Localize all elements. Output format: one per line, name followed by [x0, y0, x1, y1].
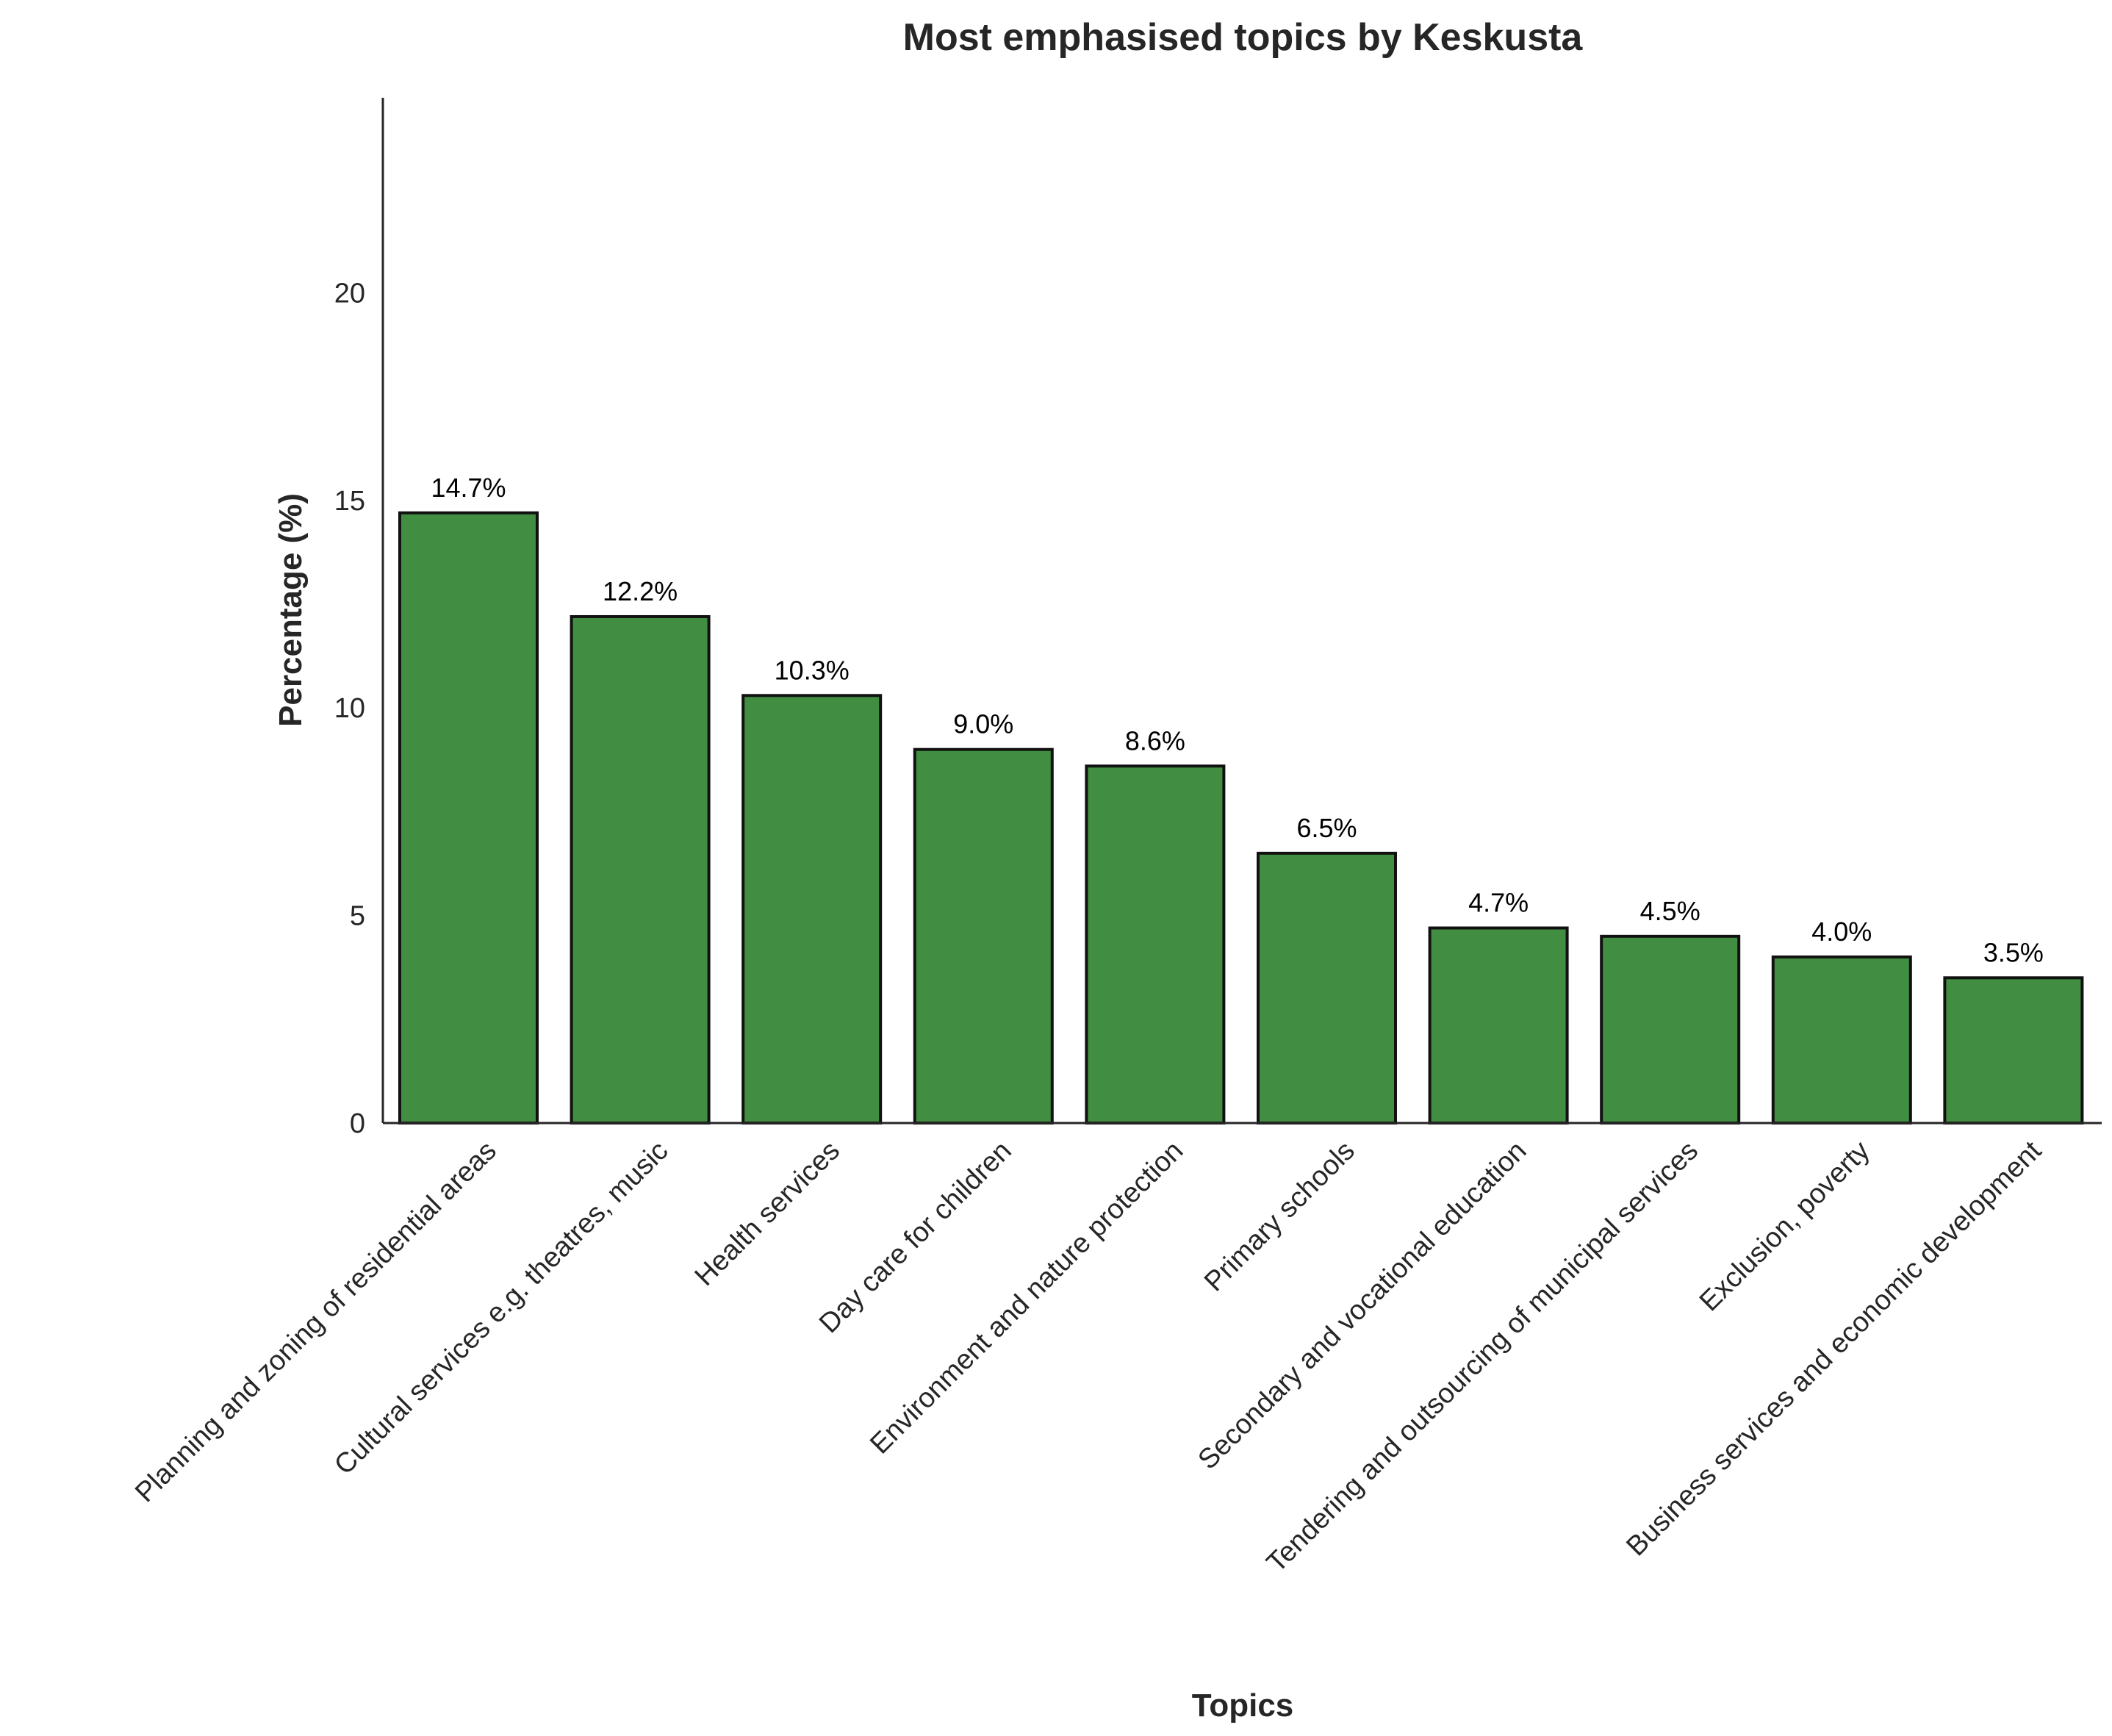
data-label-2: 12.2% [603, 576, 678, 606]
x-axis-ticks: Planning and zoning of residential areas… [129, 1135, 2047, 1579]
x-axis-label: Topics [1192, 1687, 1294, 1724]
data-label-3: 10.3% [775, 655, 850, 685]
y-tick-label-15: 15 [334, 486, 365, 517]
data-label-7: 4.7% [1468, 888, 1529, 918]
y-tick-label-0: 0 [350, 1108, 365, 1139]
bar-3 [741, 694, 883, 1125]
data-label-4: 9.0% [953, 709, 1013, 739]
chart-title: Most emphasised topics by Keskusta [903, 16, 1584, 59]
data-labels-group: 14.7% 12.2% 10.3% 9.0% 8.6% 6.5% 4.7% 4.5% 4.0% 3… [431, 473, 2043, 968]
bar-1 [398, 511, 539, 1125]
x-tick-label-3: Health services [689, 1136, 846, 1292]
x-tick-label-5: Environment and nature protection [864, 1136, 1189, 1460]
x-tick-label-4: Day care for children [813, 1136, 1018, 1340]
bar-9 [1771, 955, 1912, 1125]
y-tick-label-20: 20 [334, 278, 365, 309]
bars-group [398, 511, 2084, 1125]
bar-6 [1257, 851, 1397, 1125]
y-axis-label: Percentage (%) [273, 493, 309, 727]
data-label-6: 6.5% [1296, 813, 1357, 843]
y-axis-ticks: 0 5 10 15 20 [334, 278, 365, 1139]
data-label-5: 8.6% [1125, 725, 1185, 756]
data-label-9: 4.0% [1811, 917, 1872, 947]
x-tick-label-2: Cultural services e.g. theatres, music [328, 1136, 674, 1481]
x-tick-label-7: Secondary and vocational education [1193, 1136, 1533, 1476]
bar-5 [1085, 764, 1226, 1125]
x-tick-label-10: Business services and economic developme… [1620, 1135, 2047, 1562]
data-label-1: 14.7% [431, 473, 506, 503]
data-label-8: 4.5% [1640, 896, 1700, 926]
x-tick-label-9: Exclusion, poverty [1694, 1136, 1876, 1318]
y-tick-label-5: 5 [350, 901, 365, 932]
y-tick-label-10: 10 [334, 693, 365, 724]
data-label-10: 3.5% [1983, 937, 2044, 967]
bar-4 [913, 747, 1054, 1125]
bar-2 [570, 614, 711, 1125]
x-tick-label-6: Primary schools [1199, 1136, 1361, 1298]
x-tick-label-1: Planning and zoning of residential areas [129, 1136, 503, 1509]
bar-10 [1943, 976, 2084, 1125]
bar-8 [1600, 934, 1741, 1125]
bar-7 [1428, 926, 1569, 1125]
